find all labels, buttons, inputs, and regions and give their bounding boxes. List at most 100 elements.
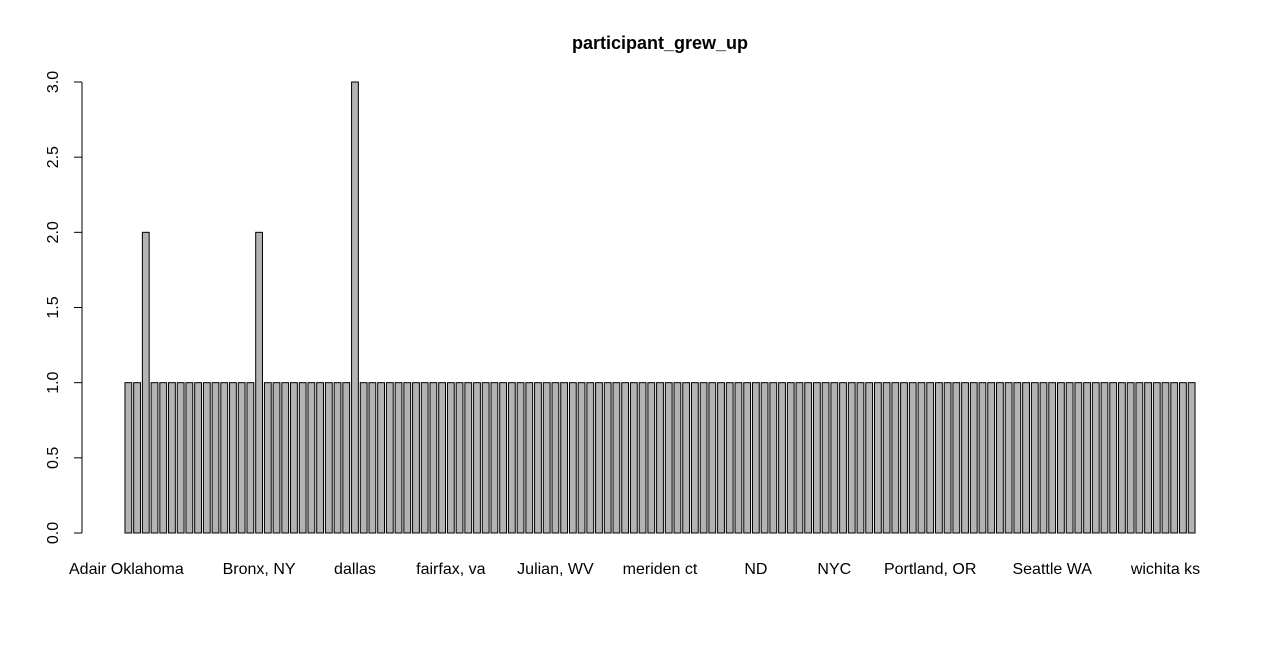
bar <box>873 382 882 534</box>
bar <box>629 382 638 534</box>
x-axis-labels: Adair Oklahoma Bronx, NY dallas fairfax, va… <box>69 561 1200 578</box>
y-tick-label: 1.5 <box>45 296 62 318</box>
bar <box>821 382 830 534</box>
bar <box>734 382 743 534</box>
bar <box>1048 382 1057 534</box>
bar <box>272 382 281 534</box>
bar <box>690 382 699 534</box>
bar <box>647 382 656 534</box>
bar <box>464 382 473 534</box>
chart-title: participant_grew_up <box>572 33 748 53</box>
y-tick-label: 1.0 <box>45 371 62 393</box>
bar <box>900 382 908 534</box>
bar <box>673 382 682 534</box>
bar <box>542 382 551 534</box>
bar <box>978 382 987 534</box>
bar <box>1004 382 1013 534</box>
bar <box>534 382 542 534</box>
bar <box>786 382 795 534</box>
bar <box>612 382 621 534</box>
bar <box>743 382 752 534</box>
bar <box>176 382 185 534</box>
x-tick-label: fairfax, va <box>416 561 485 578</box>
bar <box>1118 382 1126 534</box>
bar <box>333 382 342 534</box>
bar <box>708 382 717 534</box>
bar <box>856 382 865 534</box>
bar <box>664 382 673 534</box>
bar <box>133 382 141 534</box>
bar <box>263 382 272 534</box>
y-tick-label: 2.5 <box>45 146 62 168</box>
bar <box>403 382 412 534</box>
bar <box>255 231 263 534</box>
bar <box>499 382 508 534</box>
bar <box>516 382 525 534</box>
x-tick-label: wichita ks <box>1130 561 1200 578</box>
bar <box>568 382 577 534</box>
bar <box>760 382 769 534</box>
bar <box>159 382 168 534</box>
bar <box>595 382 603 534</box>
bar <box>368 382 377 534</box>
bar <box>1057 382 1065 534</box>
x-tick-label: NYC <box>817 561 851 578</box>
bar <box>490 382 499 534</box>
bar <box>952 382 961 534</box>
bar <box>412 382 420 534</box>
bar <box>751 382 760 534</box>
bar <box>795 382 804 534</box>
bar <box>699 382 708 534</box>
bars-group <box>124 81 1196 534</box>
bar <box>577 382 586 534</box>
bar <box>996 382 1004 534</box>
x-tick-label: Bronx, NY <box>223 561 296 578</box>
bar <box>1161 382 1170 534</box>
bar <box>603 382 612 534</box>
bar <box>1144 382 1152 534</box>
bar <box>446 382 455 534</box>
y-tick-label: 0.5 <box>45 447 62 469</box>
bar <box>1091 382 1100 534</box>
x-tick-label: ND <box>744 561 767 578</box>
bar <box>342 382 351 534</box>
bar <box>551 382 560 534</box>
bar <box>1074 382 1083 534</box>
y-axis: 0.0 0.5 1.0 1.5 2.0 2.5 3.0 <box>45 71 83 544</box>
bar <box>141 231 150 534</box>
bar <box>507 382 516 534</box>
bar <box>865 382 874 534</box>
bar <box>926 382 935 534</box>
bar <box>394 382 403 534</box>
bar <box>586 382 595 534</box>
bar <box>560 382 569 534</box>
bar <box>1100 382 1109 534</box>
bar <box>429 382 438 534</box>
bar <box>917 382 926 534</box>
bar <box>481 382 490 534</box>
bar <box>168 382 176 534</box>
x-tick-label: dallas <box>334 561 376 578</box>
bar <box>1179 382 1187 534</box>
x-tick-label: Julian, WV <box>517 561 594 578</box>
bar <box>891 382 900 534</box>
bar <box>1126 382 1135 534</box>
y-tick-label: 3.0 <box>45 71 62 93</box>
bar <box>124 382 133 534</box>
bar <box>246 382 255 534</box>
bar <box>656 382 664 534</box>
bar <box>438 382 447 534</box>
x-tick-label: Adair Oklahoma <box>69 561 184 578</box>
bar <box>621 382 630 534</box>
bar <box>682 382 691 534</box>
bar <box>1152 382 1161 534</box>
bar <box>769 382 778 534</box>
bar <box>1083 382 1091 534</box>
bar <box>1170 382 1179 534</box>
bar <box>185 382 194 534</box>
y-tick-label: 2.0 <box>45 221 62 243</box>
x-tick-label: Portland, OR <box>884 561 976 578</box>
bar <box>420 382 429 534</box>
